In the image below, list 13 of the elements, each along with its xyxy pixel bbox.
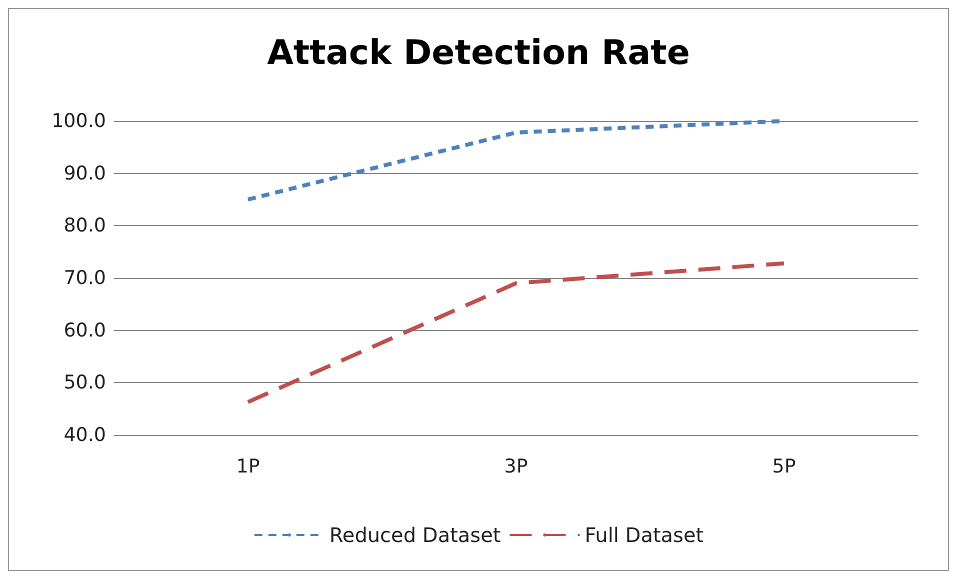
chart-title: Attack Detection Rate xyxy=(267,33,690,73)
x-tick-label: 3P xyxy=(504,456,528,478)
legend-label: Full Dataset xyxy=(584,523,704,547)
y-tick-label: 50.0 xyxy=(64,372,106,394)
y-tick-label: 80.0 xyxy=(64,214,106,237)
y-tick-label: 70.0 xyxy=(64,267,106,289)
legend-label: Reduced Dataset xyxy=(329,523,501,547)
y-tick-label: 90.0 xyxy=(64,162,106,184)
x-tick-label: 1P xyxy=(236,456,260,478)
y-tick-label: 100.0 xyxy=(52,110,106,132)
y-tick-label: 60.0 xyxy=(64,319,106,342)
y-tick-label: 40.0 xyxy=(64,424,106,446)
x-tick-label: 5P xyxy=(772,456,796,478)
